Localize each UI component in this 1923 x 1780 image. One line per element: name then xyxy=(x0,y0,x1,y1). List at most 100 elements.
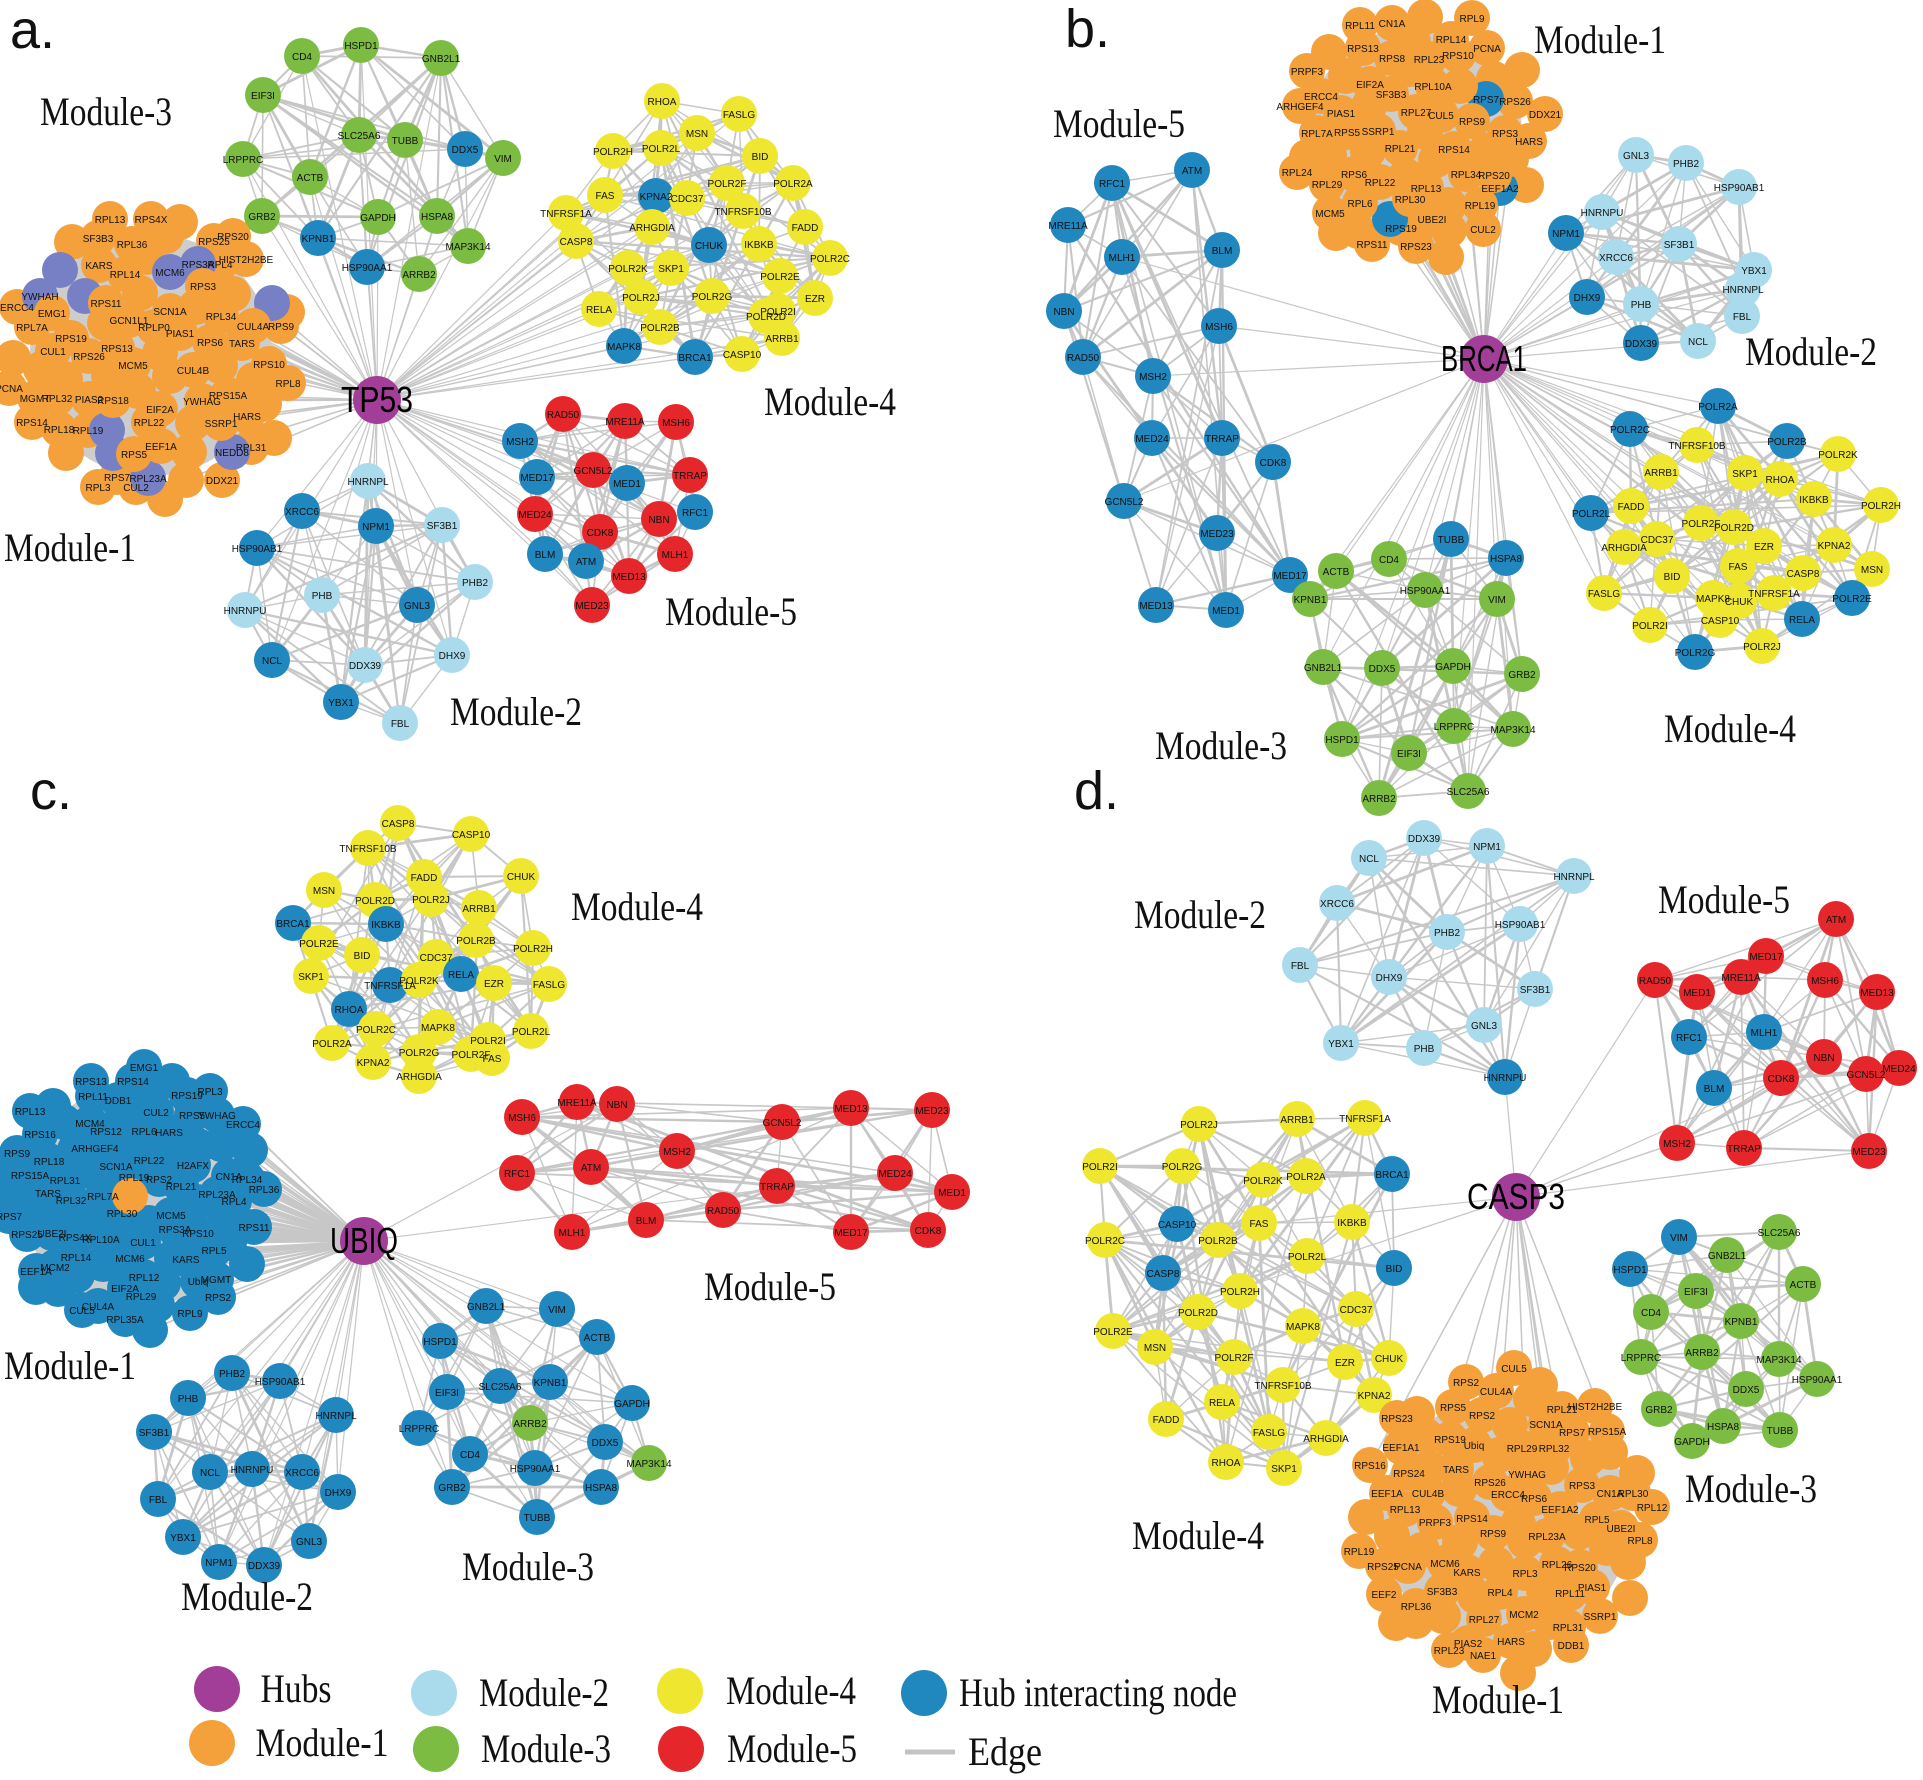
svg-text:RAD50: RAD50 xyxy=(707,1206,740,1217)
svg-text:CASP10: CASP10 xyxy=(1701,616,1740,627)
svg-text:FBL: FBL xyxy=(1291,961,1310,972)
svg-text:RPL3: RPL3 xyxy=(197,1087,222,1098)
svg-text:POLR2D: POLR2D xyxy=(746,312,786,323)
svg-text:CUL2: CUL2 xyxy=(1470,225,1496,236)
svg-text:Ubiq: Ubiq xyxy=(1464,1441,1485,1452)
svg-text:POLR2F: POLR2F xyxy=(708,179,747,190)
svg-text:VIM: VIM xyxy=(1488,595,1506,606)
svg-text:FASLG: FASLG xyxy=(1253,1428,1285,1439)
svg-text:HSPA8: HSPA8 xyxy=(1490,554,1522,565)
svg-text:HARS: HARS xyxy=(233,412,261,423)
svg-text:GNL3: GNL3 xyxy=(404,601,431,612)
svg-text:HNRNPL: HNRNPL xyxy=(1553,872,1595,883)
svg-text:GNB2L1: GNB2L1 xyxy=(467,1302,506,1313)
svg-text:MED23: MED23 xyxy=(575,601,609,612)
svg-text:RPS7: RPS7 xyxy=(0,1212,22,1223)
svg-text:CUL5: CUL5 xyxy=(1428,111,1454,122)
svg-text:SKP1: SKP1 xyxy=(658,264,684,275)
svg-text:MED24: MED24 xyxy=(1882,1064,1916,1075)
svg-text:CUL4A: CUL4A xyxy=(1480,1387,1513,1398)
svg-text:Module-4: Module-4 xyxy=(1132,1513,1264,1558)
svg-text:CASP10: CASP10 xyxy=(1158,1220,1197,1231)
svg-text:POLR2E: POLR2E xyxy=(760,272,800,283)
svg-text:RPS13: RPS13 xyxy=(1347,44,1379,55)
svg-text:MGMT: MGMT xyxy=(201,1275,232,1286)
svg-text:TUBB: TUBB xyxy=(524,1513,551,1524)
svg-text:RPS20: RPS20 xyxy=(1564,1563,1596,1574)
svg-text:CUL2: CUL2 xyxy=(143,1108,169,1119)
svg-text:RPS25: RPS25 xyxy=(198,237,230,248)
svg-text:RPL36: RPL36 xyxy=(249,1185,280,1196)
svg-text:RFC1: RFC1 xyxy=(682,508,709,519)
svg-text:LRPPRC: LRPPRC xyxy=(223,155,264,166)
svg-text:RPL24: RPL24 xyxy=(1282,168,1313,179)
svg-text:DHX9: DHX9 xyxy=(1574,293,1601,304)
svg-text:HSP90AB1: HSP90AB1 xyxy=(232,544,283,555)
svg-text:Module-3: Module-3 xyxy=(1685,1466,1817,1511)
svg-text:PIAS2: PIAS2 xyxy=(75,395,104,406)
svg-text:MRE11A: MRE11A xyxy=(1048,221,1088,232)
svg-text:Module-3: Module-3 xyxy=(40,89,172,134)
svg-text:ATM: ATM xyxy=(581,1163,601,1174)
svg-text:RAD50: RAD50 xyxy=(547,410,580,421)
svg-text:POLR2K: POLR2K xyxy=(608,264,648,275)
svg-text:BRCA1: BRCA1 xyxy=(1441,338,1527,379)
svg-text:RPL7A: RPL7A xyxy=(87,1192,119,1203)
svg-text:POLR2H: POLR2H xyxy=(513,944,553,955)
svg-text:BRCA1: BRCA1 xyxy=(1375,1170,1409,1181)
svg-text:Edge: Edge xyxy=(968,1729,1042,1774)
svg-text:RPL23: RPL23 xyxy=(1434,1646,1465,1657)
svg-text:RPLP0: RPLP0 xyxy=(138,323,170,334)
svg-text:RPS26: RPS26 xyxy=(73,352,105,363)
svg-text:RPL30: RPL30 xyxy=(107,1209,138,1220)
svg-text:POLR2I: POLR2I xyxy=(1632,621,1668,632)
svg-text:RPS6: RPS6 xyxy=(1521,1494,1548,1505)
svg-text:CD4: CD4 xyxy=(292,52,312,63)
svg-text:RPS16: RPS16 xyxy=(24,1130,56,1141)
svg-text:RPS10: RPS10 xyxy=(182,1229,214,1240)
svg-text:POLR2D: POLR2D xyxy=(1178,1308,1218,1319)
svg-text:RPS10: RPS10 xyxy=(1442,51,1474,62)
svg-text:CASP10: CASP10 xyxy=(723,350,762,361)
svg-text:DHX9: DHX9 xyxy=(1376,973,1403,984)
svg-text:MLH1: MLH1 xyxy=(559,1228,586,1239)
svg-text:EZR: EZR xyxy=(1754,542,1774,553)
svg-text:POLR2F: POLR2F xyxy=(1215,1353,1254,1364)
svg-text:MSH6: MSH6 xyxy=(508,1113,536,1124)
svg-text:ARHGEF4: ARHGEF4 xyxy=(71,1144,119,1155)
svg-text:RPS14: RPS14 xyxy=(117,1077,149,1088)
svg-text:PHB: PHB xyxy=(1414,1044,1435,1055)
svg-text:Module-5: Module-5 xyxy=(1658,877,1790,922)
svg-text:MED24: MED24 xyxy=(878,1169,912,1180)
svg-text:RPL23: RPL23 xyxy=(1414,55,1445,66)
svg-text:KARS: KARS xyxy=(172,1255,200,1266)
svg-text:RPS5: RPS5 xyxy=(179,1111,206,1122)
svg-text:PIAS1: PIAS1 xyxy=(166,329,195,340)
svg-text:HARS: HARS xyxy=(1497,1637,1525,1648)
svg-text:RPL32: RPL32 xyxy=(42,394,73,405)
svg-text:RFC1: RFC1 xyxy=(1099,179,1126,190)
svg-text:RPS11: RPS11 xyxy=(1357,240,1388,251)
svg-text:MCM6: MCM6 xyxy=(155,268,185,279)
svg-text:DDX39: DDX39 xyxy=(248,1561,281,1572)
svg-text:H2AFX: H2AFX xyxy=(177,1161,210,1172)
svg-text:LRPPRC: LRPPRC xyxy=(1434,722,1475,733)
svg-text:KPNA2: KPNA2 xyxy=(357,1058,390,1069)
svg-text:POLR2A: POLR2A xyxy=(773,179,813,190)
svg-text:MCM2: MCM2 xyxy=(40,1263,70,1274)
svg-text:CUL4A: CUL4A xyxy=(82,1302,115,1313)
svg-text:POLR2H: POLR2H xyxy=(1861,501,1901,512)
svg-text:RPL5: RPL5 xyxy=(201,1246,226,1257)
svg-text:MAP3K14: MAP3K14 xyxy=(1756,1355,1801,1366)
svg-text:DDX39: DDX39 xyxy=(1408,834,1441,845)
svg-text:RPS24: RPS24 xyxy=(1393,1469,1425,1480)
svg-text:YBX1: YBX1 xyxy=(328,698,354,709)
svg-text:POLR2B: POLR2B xyxy=(456,936,496,947)
svg-text:POLR2F: POLR2F xyxy=(452,1050,491,1061)
svg-text:SLC25A6: SLC25A6 xyxy=(479,1382,522,1393)
svg-text:MAPK8: MAPK8 xyxy=(421,1023,455,1034)
svg-text:RPL4: RPL4 xyxy=(1487,1588,1512,1599)
svg-text:EEF1A: EEF1A xyxy=(145,442,177,453)
svg-text:FAS: FAS xyxy=(483,1054,502,1065)
svg-text:RPS11: RPS11 xyxy=(91,299,122,310)
